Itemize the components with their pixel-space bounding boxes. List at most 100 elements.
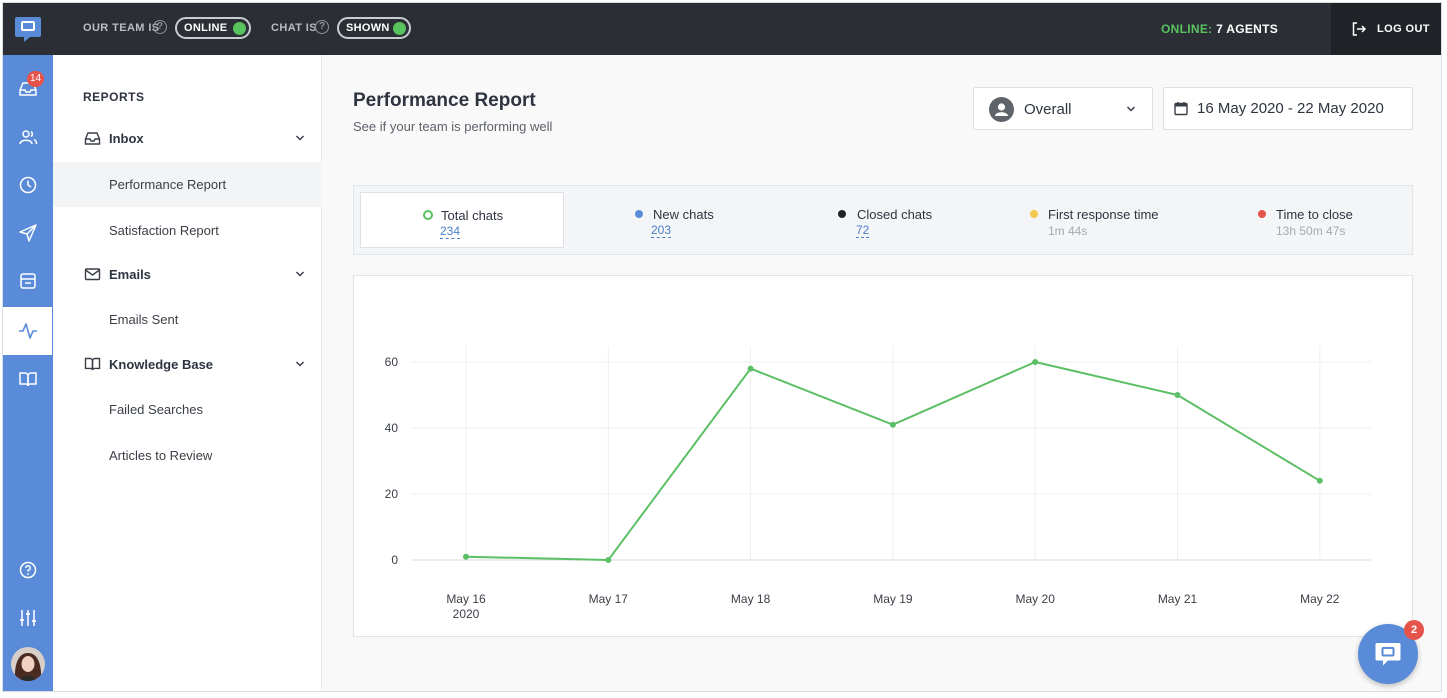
rail-settings[interactable]: [3, 594, 53, 642]
help-icon[interactable]: ?: [153, 20, 167, 34]
chat-unread-badge: 2: [1404, 620, 1424, 640]
series-dot: [1258, 210, 1266, 218]
metric-time-to-close[interactable]: Time to close 13h 50m 47s: [1247, 192, 1407, 248]
agent-avatar: [989, 97, 1014, 122]
online-key: ONLINE:: [1161, 22, 1213, 36]
mail-icon: [84, 268, 101, 281]
reports-sidebar: REPORTS Inbox Performance Report Satisfa…: [53, 55, 322, 691]
y-tick-label: 0: [391, 553, 398, 567]
chevron-down-icon: [295, 361, 305, 367]
y-tick-label: 60: [385, 355, 399, 369]
logout-icon: [1352, 22, 1367, 36]
online-value: 7 AGENTS: [1216, 22, 1279, 36]
toggle-knob: [393, 22, 406, 35]
metric-label: Total chats: [441, 208, 504, 223]
rail-campaigns[interactable]: [3, 209, 53, 257]
team-status-value: ONLINE: [184, 22, 228, 34]
chevron-down-icon: [1126, 106, 1136, 112]
series-dot: [838, 210, 846, 218]
book-icon: [19, 372, 37, 387]
data-point: [1174, 392, 1181, 398]
send-icon: [19, 224, 37, 242]
top-bar: OUR TEAM IS ? ONLINE CHAT IS ? SHOWN ONL…: [3, 3, 1441, 55]
metric-total-chats[interactable]: Total chats 234: [360, 192, 564, 248]
rail-reports[interactable]: [3, 307, 53, 355]
metric-first-response-time[interactable]: First response time 1m 44s: [1019, 192, 1199, 248]
sidebar-item-satisfaction-report[interactable]: Satisfaction Report: [109, 223, 219, 238]
app-logo[interactable]: [3, 3, 53, 55]
metric-label: Closed chats: [857, 207, 933, 222]
chart-panel: 0 20 40 60 May 16 May 17 May 18 May 19 May 20 May…: [353, 275, 1413, 637]
data-point: [605, 557, 612, 563]
sidebar-item-articles-to-review[interactable]: Articles to Review: [109, 448, 213, 463]
inbox-badge: 14: [27, 71, 45, 87]
metric-closed-chats[interactable]: Closed chats 72: [829, 192, 989, 248]
chevron-down-icon: [295, 135, 305, 141]
logo-icon: [15, 17, 41, 42]
rail-help[interactable]: [3, 546, 53, 594]
metrics-bar: Total chats 234 New chats 203 Closed cha…: [353, 185, 1413, 255]
page-subtitle: See if your team is performing well: [353, 119, 553, 134]
rail-inbox[interactable]: 14: [3, 65, 53, 113]
data-point: [463, 553, 469, 560]
metric-label: First response time: [1048, 207, 1159, 222]
x-tick-label: May 16: [446, 592, 486, 606]
metric-value[interactable]: 72: [856, 223, 870, 238]
rail-history[interactable]: [3, 161, 53, 209]
chat-status-label: CHAT IS: [271, 22, 317, 34]
main-content: Performance Report See if your team is p…: [323, 55, 1441, 691]
logout-button[interactable]: LOG OUT: [1331, 3, 1441, 55]
agent-select-value: Overall: [1024, 101, 1072, 118]
x-tick-label: May 22: [1300, 592, 1340, 606]
sidebar-group-label: Inbox: [109, 130, 144, 146]
data-point: [1032, 359, 1039, 365]
sliders-icon: [20, 610, 36, 626]
logout-label: LOG OUT: [1377, 23, 1430, 35]
chat-status-toggle[interactable]: SHOWN: [337, 17, 411, 39]
x-tick-label: May 20: [1016, 592, 1056, 606]
toggle-knob: [233, 22, 246, 35]
help-icon: [19, 561, 37, 579]
metric-new-chats[interactable]: New chats 203: [624, 192, 784, 248]
x-tick-sublabel: 2020: [453, 607, 480, 621]
agent-select[interactable]: Overall: [973, 87, 1153, 130]
chat-launcher-button[interactable]: [1358, 624, 1418, 684]
avatar[interactable]: [11, 647, 45, 681]
inbox-icon: [19, 82, 37, 96]
book-icon: [84, 357, 101, 371]
y-tick-label: 20: [385, 487, 399, 501]
users-icon: [19, 130, 38, 145]
sidebar-group-emails[interactable]: Emails: [53, 259, 322, 289]
y-tick-label: 40: [385, 421, 399, 435]
series-dot: [635, 210, 643, 218]
activity-icon: [18, 323, 37, 339]
series-dot: [423, 210, 433, 220]
metric-value: 1m 44s: [1048, 224, 1088, 238]
sidebar-item-emails-sent[interactable]: Emails Sent: [109, 312, 179, 327]
help-icon[interactable]: ?: [315, 20, 329, 34]
page-title: Performance Report: [353, 90, 536, 111]
metric-value[interactable]: 203: [651, 223, 672, 238]
icon-rail: 14: [3, 55, 53, 691]
metric-value[interactable]: 234: [440, 224, 461, 239]
date-range-picker[interactable]: 16 May 2020 - 22 May 2020: [1163, 87, 1413, 130]
online-agents: ONLINE: 7 AGENTS: [1161, 22, 1278, 36]
sidebar-group-knowledge-base[interactable]: Knowledge Base: [53, 349, 322, 379]
rail-knowledge-base[interactable]: [3, 355, 53, 403]
rail-tickets[interactable]: [3, 257, 53, 305]
team-status-toggle[interactable]: ONLINE: [175, 17, 251, 39]
metric-label: New chats: [653, 207, 714, 222]
sidebar-group-inbox[interactable]: Inbox: [53, 123, 322, 153]
ticket-icon: [20, 273, 36, 289]
rail-users[interactable]: [3, 113, 53, 161]
sidebar-item-performance-report[interactable]: Performance Report: [53, 162, 322, 207]
sidebar-item-failed-searches[interactable]: Failed Searches: [109, 402, 203, 417]
metric-value: 13h 50m 47s: [1276, 224, 1346, 238]
sidebar-group-label: Emails: [109, 266, 151, 282]
inbox-icon: [84, 132, 101, 145]
chat-status-value: SHOWN: [346, 22, 390, 34]
team-status-label: OUR TEAM IS: [83, 22, 160, 34]
user-icon: [995, 103, 1008, 116]
user-avatar-image: [11, 647, 45, 681]
